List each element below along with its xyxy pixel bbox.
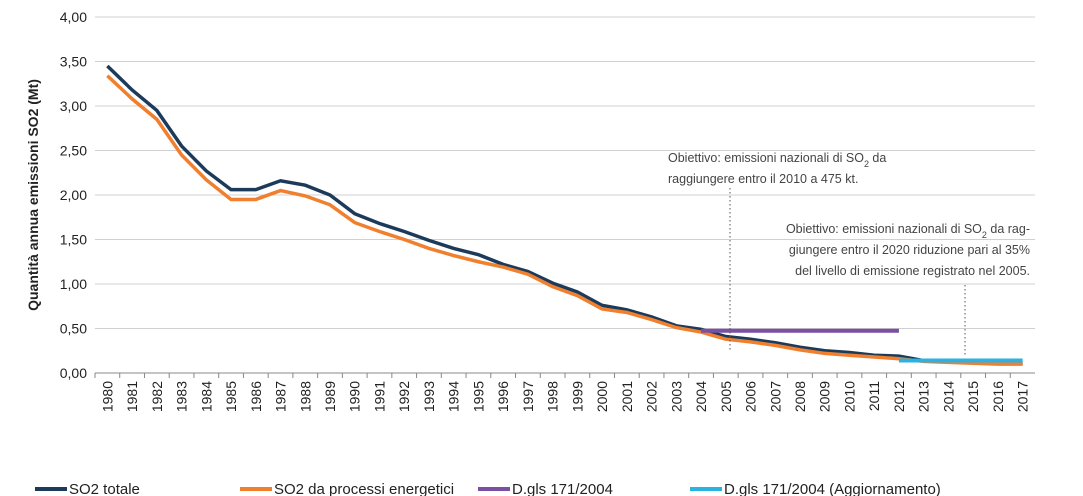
x-tick-label: 1983 [174,381,190,412]
x-tick-label: 2015 [965,381,981,412]
x-tick-label: 2011 [866,381,882,411]
legend-label: D.gls 171/2004 [512,481,613,496]
x-tick-label: 1996 [495,381,511,412]
x-tick-label: 2014 [940,381,956,412]
x-tick-label: 2006 [743,381,759,412]
annotation: Obiettivo: emissioni nazionali di SO2 da… [786,222,1030,240]
annotation-text: 2 [864,159,869,169]
x-tick-label: 1997 [520,381,536,412]
x-tick-label: 2008 [792,381,808,412]
y-tick-label: 1,00 [60,276,87,292]
annotation-text: giungere entro il 2020 riduzione pari al… [789,243,1030,257]
x-tick-label: 1995 [470,381,486,412]
x-tick-label: 2001 [619,381,635,412]
x-tick-label: 1987 [273,381,289,412]
y-axis-label: Quantità annua emissioni SO2 (Mt) [25,79,41,311]
x-tick-label: 1994 [446,381,462,412]
x-tick-label: 1993 [421,381,437,412]
annotation: del livello di emissione registrato nel … [795,264,1030,278]
annotation-text: 2 [982,230,987,240]
annotation-text: da rag- [987,222,1030,236]
x-tick-label: 1980 [99,381,115,412]
annotation-text: raggiungere entro il 2010 a 475 kt. [668,172,858,186]
annotation-text: Obiettivo: emissioni nazionali di SO [668,151,864,165]
x-tick-label: 1986 [248,381,264,412]
x-tick-label: 2003 [668,381,684,412]
y-tick-label: 0,00 [60,365,87,381]
x-tick-label: 1999 [569,381,585,412]
x-tick-label: 2007 [767,381,783,412]
x-tick-label: 2013 [916,381,932,412]
y-tick-label: 4,00 [60,9,87,25]
y-tick-label: 1,50 [60,232,87,248]
x-tick-label: 2004 [693,381,709,412]
annotation: giungere entro il 2020 riduzione pari al… [789,243,1030,257]
y-tick-label: 0,50 [60,321,87,337]
y-tick-label: 3,00 [60,98,87,114]
x-tick-label: 1991 [371,381,387,412]
x-tick-label: 1985 [223,381,239,412]
x-tick-label: 2010 [841,381,857,412]
x-tick-label: 2009 [817,381,833,412]
y-tick-label: 2,00 [60,187,87,203]
annotation-text: Obiettivo: emissioni nazionali di SO [786,222,982,236]
series-line [106,74,1023,366]
annotation: raggiungere entro il 2010 a 475 kt. [668,172,858,186]
annotation: Obiettivo: emissioni nazionali di SO2 da [668,151,886,169]
x-tick-label: 1992 [396,381,412,412]
x-tick-label: 1984 [198,381,214,412]
annotation-text: da [869,151,886,165]
series-line [106,64,1023,365]
x-tick-label: 1981 [124,381,140,412]
legend-label: SO2 totale [69,481,140,496]
x-tick-label: 1982 [149,381,165,412]
y-tick-label: 3,50 [60,54,87,70]
y-tick-label: 2,50 [60,143,87,159]
x-tick-label: 1988 [297,381,313,412]
x-tick-label: 1990 [347,381,363,412]
x-tick-label: 2012 [891,381,907,412]
x-tick-label: 1998 [545,381,561,412]
x-tick-label: 2002 [644,381,660,412]
annotation-text: del livello di emissione registrato nel … [795,264,1030,278]
x-tick-label: 2016 [990,381,1006,412]
x-tick-label: 2017 [1015,381,1031,412]
x-tick-label: 2005 [718,381,734,412]
legend-label: D.gls 171/2004 (Aggiornamento) [724,481,941,496]
x-tick-label: 2000 [594,381,610,412]
x-tick-label: 1989 [322,381,338,412]
legend-label: SO2 da processi energetici [274,481,454,496]
